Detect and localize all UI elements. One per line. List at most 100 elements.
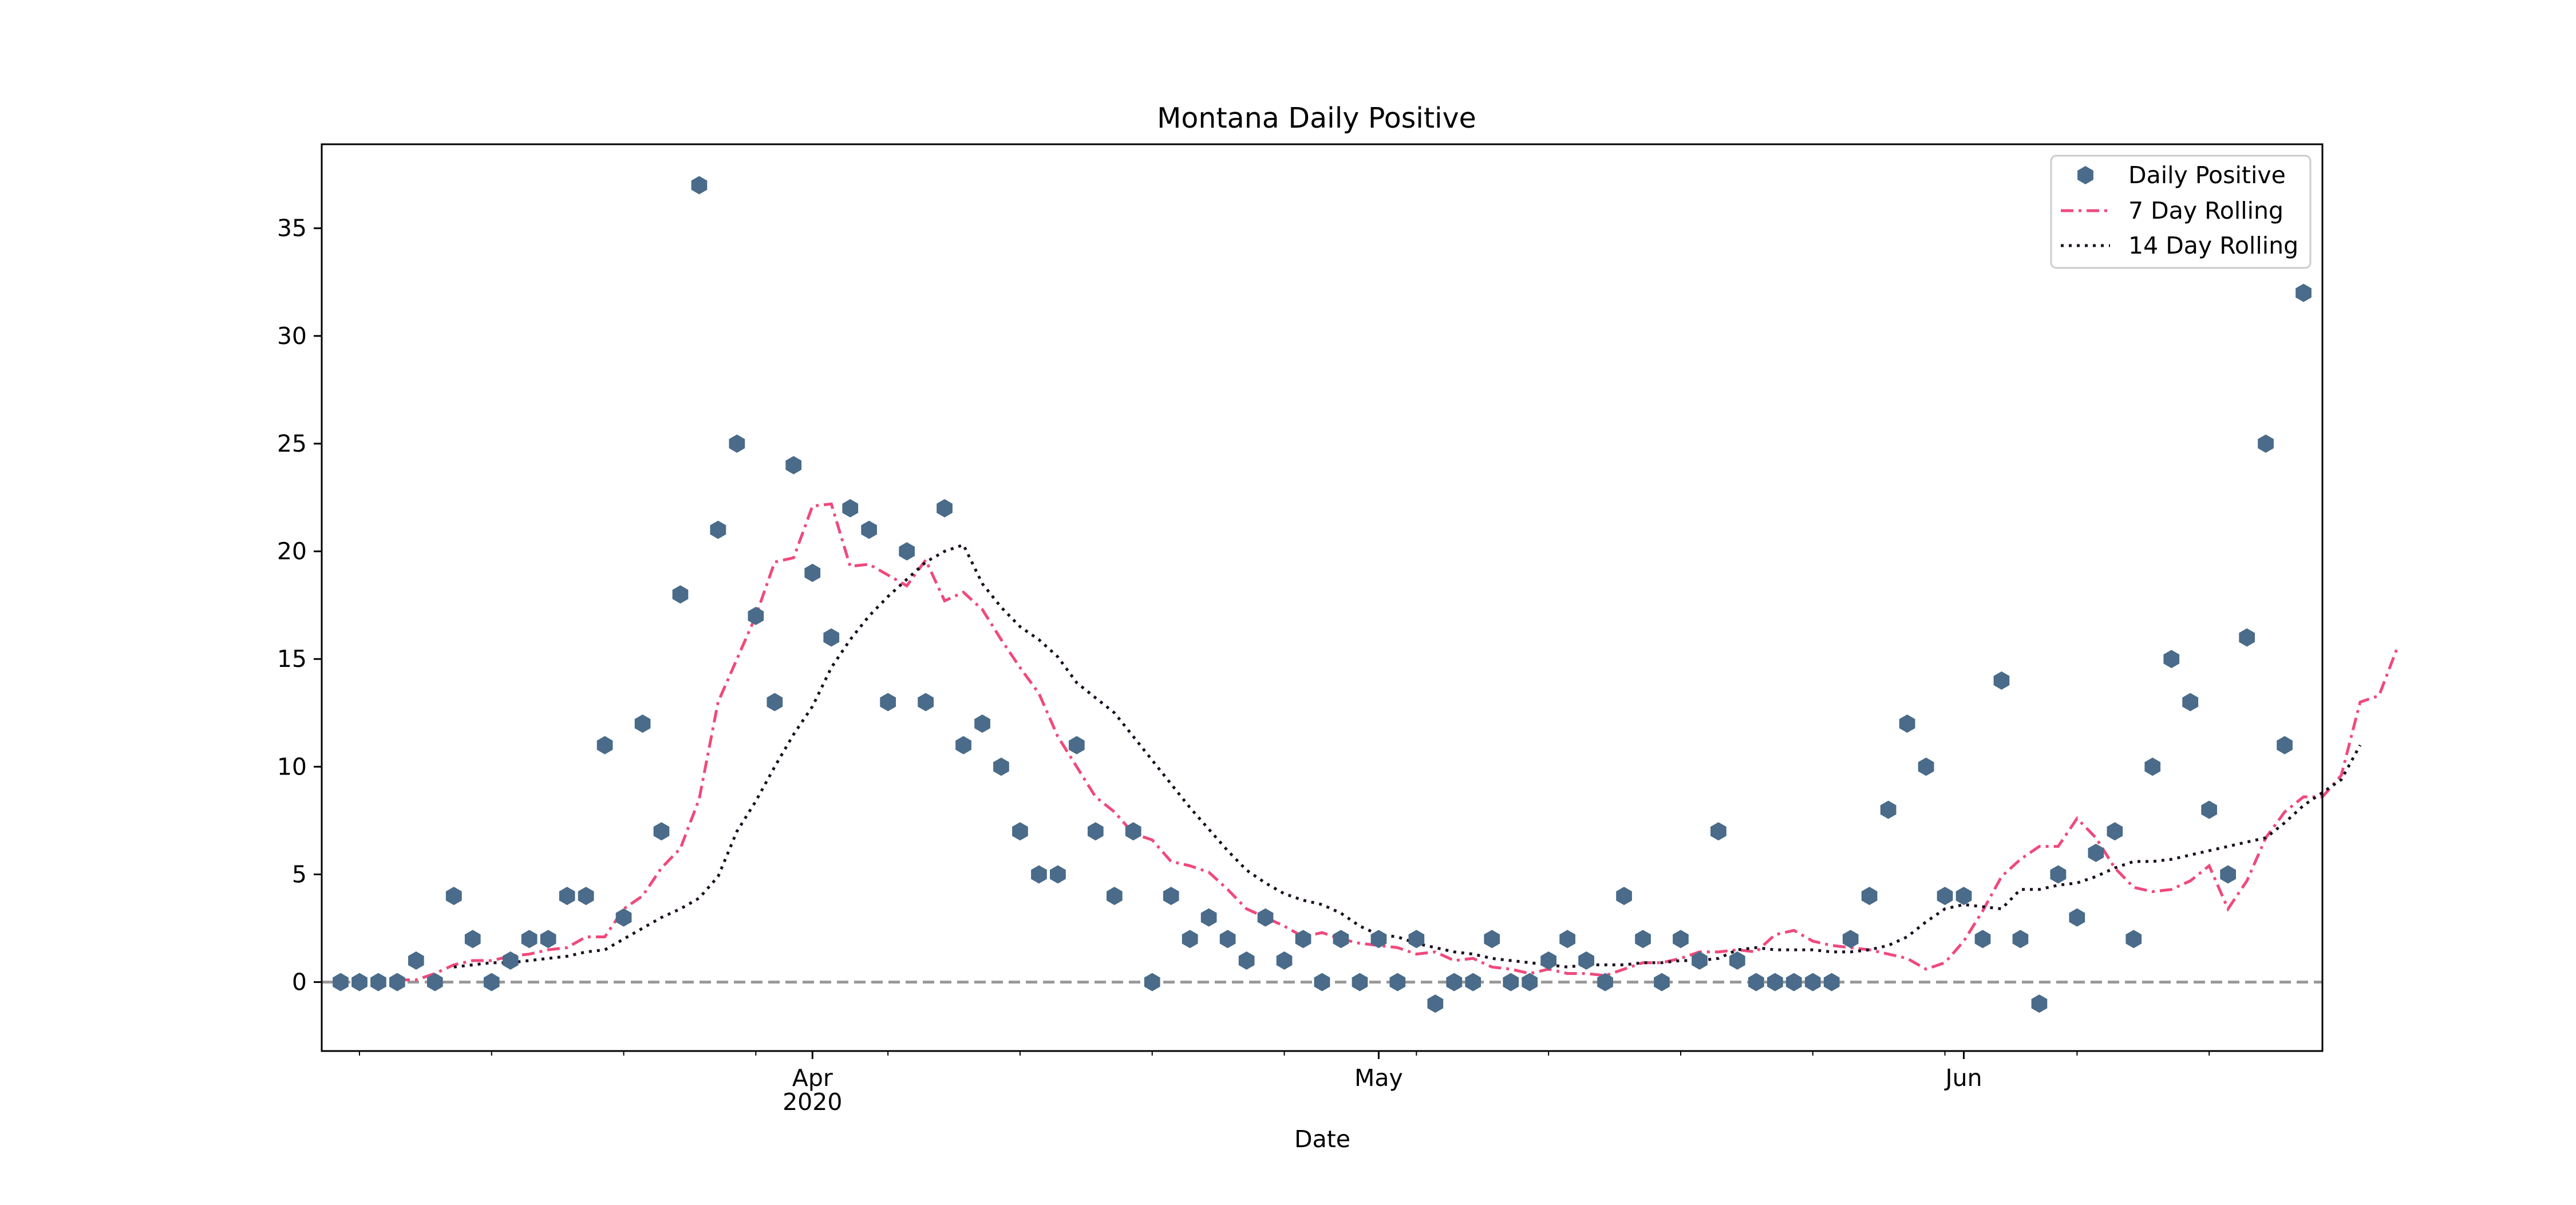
- data-point: [1314, 973, 1330, 991]
- data-point: [1861, 887, 1878, 906]
- legend-marker-hexagon: [2077, 166, 2093, 184]
- data-point: [1559, 930, 1575, 949]
- data-point: [1465, 973, 1481, 991]
- legend-box: [2050, 155, 2312, 269]
- data-point: [1408, 930, 1425, 949]
- data-point: [1389, 973, 1406, 991]
- plot-frame: [321, 143, 2324, 1052]
- data-point: [1050, 865, 1066, 884]
- data-point: [1918, 757, 1934, 776]
- data-point: [1144, 973, 1160, 991]
- data-point: [1729, 951, 1745, 970]
- y-tick-label: 35: [277, 215, 307, 242]
- data-point: [823, 628, 840, 647]
- data-point: [1370, 930, 1387, 949]
- data-point: [1200, 908, 1217, 927]
- data-point: [1069, 736, 1085, 754]
- data-point: [634, 714, 651, 733]
- y-tick-label: 0: [292, 969, 307, 996]
- y-tick-label: 10: [277, 753, 307, 780]
- data-point: [1125, 822, 1141, 841]
- y-tick-label: 20: [277, 538, 307, 565]
- data-point: [1540, 951, 1556, 970]
- y-axis: 0 5 10 15 20 25 30 35: [277, 215, 322, 996]
- data-point: [1238, 951, 1255, 970]
- data-point: [2277, 736, 2293, 754]
- data-point: [1823, 973, 1840, 991]
- data-point: [370, 973, 386, 991]
- data-point: [861, 520, 877, 539]
- data-point: [785, 456, 802, 475]
- data-point: [2031, 994, 2048, 1013]
- data-point: [2182, 693, 2199, 712]
- data-point: [937, 499, 953, 517]
- series-line-7-day-rolling: [397, 502, 2400, 982]
- series-group: [333, 176, 2400, 1013]
- data-point: [1257, 908, 1274, 927]
- y-tick-label: 25: [277, 430, 307, 457]
- data-point: [1767, 973, 1783, 991]
- y-tick-label: 15: [277, 645, 307, 673]
- data-point: [2144, 757, 2161, 776]
- data-point: [842, 499, 859, 517]
- chart-title: Montana Daily Positive: [1157, 102, 1476, 135]
- data-point: [2239, 628, 2255, 647]
- data-point: [1484, 930, 1500, 949]
- data-point: [1503, 973, 1519, 991]
- x-tick-label: May: [1354, 1064, 1403, 1092]
- data-point: [653, 822, 670, 841]
- data-point: [880, 693, 896, 712]
- legend-entry-7-day-rolling: 7 Day Rolling: [2061, 197, 2283, 224]
- data-point: [1333, 930, 1349, 949]
- data-point: [2201, 800, 2217, 819]
- data-point: [1635, 930, 1651, 949]
- legend-entry-daily-positive: Daily Positive: [2077, 161, 2286, 189]
- data-point: [333, 973, 349, 991]
- data-point: [1219, 930, 1236, 949]
- data-point: [464, 930, 481, 949]
- data-point: [2069, 908, 2085, 927]
- data-point: [918, 693, 934, 712]
- legend-label: 14 Day Rolling: [2128, 232, 2298, 259]
- data-point: [2125, 930, 2142, 949]
- data-point: [1899, 714, 1915, 733]
- data-point: [1937, 887, 1953, 906]
- data-point: [1352, 973, 1368, 991]
- legend-label: Daily Positive: [2128, 161, 2286, 189]
- data-point: [710, 520, 726, 539]
- data-point: [578, 887, 594, 906]
- data-point: [502, 951, 519, 970]
- data-point: [2107, 822, 2123, 841]
- data-point: [691, 176, 708, 195]
- data-point: [1785, 973, 1802, 991]
- data-point: [1955, 887, 1972, 906]
- x-tick-label: Jun: [1944, 1064, 1982, 1092]
- data-point: [767, 693, 783, 712]
- data-point: [2163, 650, 2180, 669]
- data-point: [748, 607, 764, 625]
- data-point: [2088, 843, 2104, 862]
- data-point: [1446, 973, 1463, 991]
- x-tick-sublabel: 2020: [783, 1088, 842, 1116]
- data-point: [521, 930, 538, 949]
- data-point: [1088, 822, 1104, 841]
- data-point: [2258, 434, 2274, 453]
- series-line-14-day-rolling: [453, 543, 2362, 969]
- data-point: [1804, 973, 1821, 991]
- data-point: [408, 951, 424, 970]
- data-point: [1880, 800, 1897, 819]
- data-point: [1295, 930, 1311, 949]
- data-point: [2050, 865, 2067, 884]
- x-axis-title: Date: [1294, 1125, 1350, 1153]
- data-point: [559, 887, 575, 906]
- data-point: [1974, 930, 1991, 949]
- data-point: [445, 887, 462, 906]
- data-point: [1654, 973, 1670, 991]
- data-point: [729, 434, 745, 453]
- legend-label: 7 Day Rolling: [2128, 197, 2283, 224]
- data-point: [2296, 283, 2312, 302]
- data-point: [596, 736, 613, 754]
